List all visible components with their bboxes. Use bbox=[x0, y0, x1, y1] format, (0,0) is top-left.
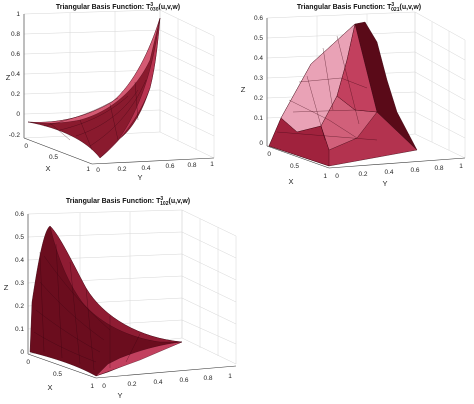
z-axis-label: Z bbox=[241, 85, 246, 94]
y-tick: 0.4 bbox=[153, 379, 162, 386]
chart-t102: Triangular Basis Function: T3 102(u,v,w) bbox=[4, 196, 237, 400]
z-tick: 0 bbox=[259, 140, 263, 147]
y-tick: 0.8 bbox=[203, 375, 212, 382]
x-tick: 0.5 bbox=[53, 371, 62, 378]
z-tick: 0.6 bbox=[11, 51, 20, 58]
y-tick: 1 bbox=[210, 161, 214, 168]
x-tick: 1 bbox=[323, 173, 327, 180]
y-tick: 0.6 bbox=[410, 167, 419, 174]
x-tick: 0.5 bbox=[290, 163, 299, 170]
y-axis-label: Y bbox=[137, 173, 142, 182]
z-tick: 0.2 bbox=[15, 303, 24, 310]
z-tick: 0.1 bbox=[15, 326, 24, 333]
y-axis: 0 0.2 0.4 0.6 0.8 1 Y bbox=[328, 157, 466, 188]
z-tick: 0.4 bbox=[11, 71, 20, 78]
y-tick: 0.8 bbox=[187, 162, 196, 169]
x-tick: 0 bbox=[24, 143, 28, 150]
y-tick: 1 bbox=[459, 163, 463, 170]
y-tick: 0 bbox=[96, 167, 100, 174]
y-tick: 0.4 bbox=[384, 169, 393, 176]
chart-panel-t021: Triangular Basis Function: T3 021(u,v,w) bbox=[237, 0, 474, 190]
x-axis: 0 0.5 1 X bbox=[266, 145, 330, 186]
y-tick: 0.2 bbox=[117, 166, 126, 173]
z-axis-label: Z bbox=[6, 73, 11, 82]
chart-panel-t030: Triangular Basis Function: T3 030(u,v,w) bbox=[0, 0, 237, 190]
y-tick: 0.6 bbox=[179, 377, 188, 384]
x-tick: 0.5 bbox=[49, 154, 58, 161]
z-axis-label: Z bbox=[4, 283, 9, 292]
y-tick: 0 bbox=[102, 383, 106, 390]
z-tick: 1 bbox=[16, 11, 20, 18]
z-axis: 1 0.8 0.6 0.4 0.2 0 -0.2 Z bbox=[6, 11, 25, 139]
y-axis: 0 0.2 0.4 0.6 0.8 1 Y bbox=[95, 365, 237, 400]
y-tick: 0 bbox=[335, 173, 339, 180]
z-tick: 0 bbox=[20, 349, 24, 356]
x-tick: 1 bbox=[86, 166, 90, 173]
z-tick: 0.4 bbox=[15, 257, 24, 264]
z-tick: 0 bbox=[16, 111, 20, 118]
z-tick: 0.3 bbox=[254, 75, 263, 82]
surface-t102 bbox=[29, 225, 183, 377]
z-tick: 0.3 bbox=[15, 280, 24, 287]
x-axis: 0 0.5 1 X bbox=[26, 353, 97, 392]
z-tick: 0.8 bbox=[11, 31, 20, 38]
y-axis: 0 0.2 0.4 0.6 0.8 1 Y bbox=[91, 157, 214, 182]
y-tick: 0.6 bbox=[165, 163, 174, 170]
y-tick: 0.2 bbox=[358, 171, 367, 178]
y-tick: 0.4 bbox=[141, 165, 150, 172]
x-tick: 0 bbox=[26, 359, 30, 366]
z-tick: -0.2 bbox=[9, 132, 21, 139]
z-tick: 0.6 bbox=[254, 15, 263, 22]
y-axis-label: Y bbox=[382, 179, 387, 188]
x-tick: 0 bbox=[267, 151, 271, 158]
x-tick: 1 bbox=[90, 383, 94, 390]
z-tick: 0.6 bbox=[15, 211, 24, 218]
chart-title: Triangular Basis Function: T3 102(u,v,w) bbox=[66, 196, 190, 207]
surface-t030 bbox=[27, 17, 161, 159]
z-tick: 0.2 bbox=[254, 95, 263, 102]
z-tick: 0.5 bbox=[15, 234, 24, 241]
z-tick: 0.4 bbox=[254, 55, 263, 62]
y-tick: 0.2 bbox=[127, 381, 136, 388]
grid-panes bbox=[27, 209, 237, 365]
z-tick: 0.5 bbox=[254, 35, 263, 42]
x-axis-label: X bbox=[47, 383, 52, 392]
surface-t021 bbox=[268, 21, 418, 167]
x-axis-label: X bbox=[45, 164, 50, 173]
y-tick: 0.8 bbox=[434, 165, 443, 172]
z-axis: 0.6 0.5 0.4 0.3 0.2 0.1 0 Z bbox=[241, 15, 268, 147]
y-axis-label: Y bbox=[117, 391, 122, 400]
chart-t021: Triangular Basis Function: T3 021(u,v,w) bbox=[241, 2, 466, 188]
chart-title: Triangular Basis Function: T3 021(u,v,w) bbox=[297, 2, 421, 13]
y-tick: 1 bbox=[228, 373, 232, 380]
chart-panel-t102: Triangular Basis Function: T3 102(u,v,w) bbox=[0, 192, 237, 404]
z-axis: 0.6 0.5 0.4 0.3 0.2 0.1 0 Z bbox=[4, 211, 29, 356]
x-axis: 0 0.5 1 X bbox=[23, 137, 93, 173]
z-tick: 0.1 bbox=[254, 115, 263, 122]
chart-t030: Triangular Basis Function: T3 030(u,v,w) bbox=[6, 2, 215, 182]
x-axis-label: X bbox=[288, 177, 293, 186]
z-tick: 0.2 bbox=[11, 91, 20, 98]
